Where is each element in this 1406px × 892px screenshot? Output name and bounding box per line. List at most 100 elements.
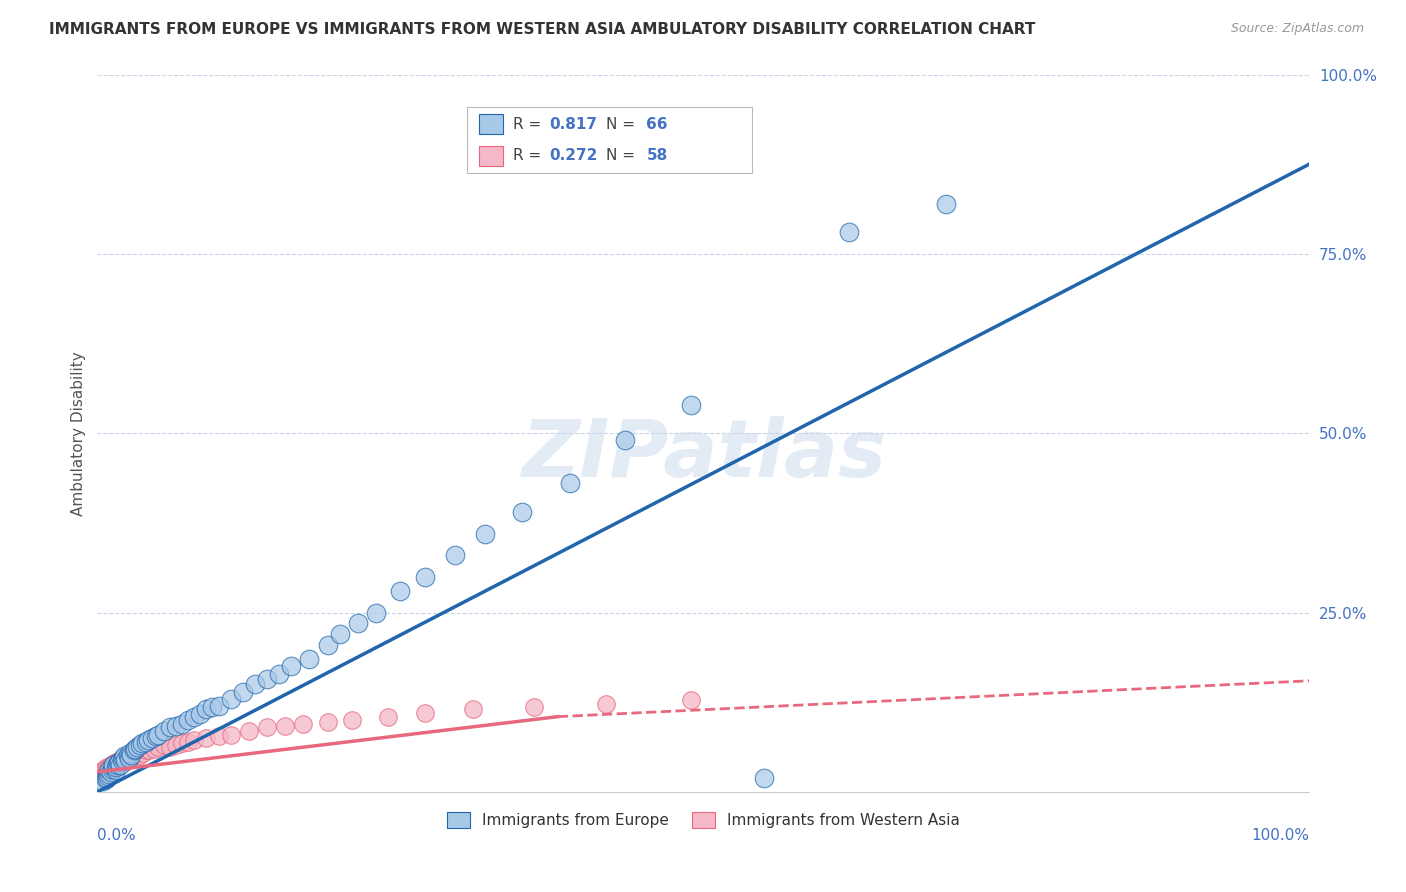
- Point: [98, 767, 121, 781]
- Point: [114, 753, 136, 767]
- Point: [165, 719, 187, 733]
- Point: [93, 764, 115, 778]
- Point: [94, 764, 117, 779]
- Point: [96, 760, 118, 774]
- Point: [111, 753, 134, 767]
- Y-axis label: Ambulatory Disability: Ambulatory Disability: [72, 351, 86, 516]
- Point: [280, 659, 302, 673]
- Text: R =: R =: [513, 117, 546, 131]
- Point: [120, 746, 142, 760]
- Point: [364, 606, 387, 620]
- Point: [138, 743, 160, 757]
- Point: [93, 774, 115, 789]
- Point: [523, 700, 546, 714]
- Text: IMMIGRANTS FROM EUROPE VS IMMIGRANTS FROM WESTERN ASIA AMBULATORY DISABILITY COR: IMMIGRANTS FROM EUROPE VS IMMIGRANTS FRO…: [49, 22, 1036, 37]
- Point: [101, 762, 124, 776]
- Point: [153, 739, 176, 753]
- Point: [177, 713, 200, 727]
- Text: N =: N =: [606, 117, 640, 131]
- Point: [298, 652, 321, 666]
- Point: [474, 526, 496, 541]
- Point: [510, 505, 533, 519]
- Point: [94, 772, 117, 786]
- Point: [117, 750, 139, 764]
- Point: [340, 713, 363, 727]
- Point: [190, 707, 212, 722]
- Point: [207, 729, 229, 743]
- Point: [107, 757, 129, 772]
- Point: [595, 698, 617, 712]
- Point: [347, 616, 370, 631]
- Point: [207, 698, 229, 713]
- Point: [104, 755, 127, 769]
- Point: [96, 764, 118, 778]
- Point: [101, 760, 124, 774]
- Point: [613, 434, 636, 448]
- Point: [413, 706, 436, 720]
- Point: [172, 736, 194, 750]
- Point: [201, 700, 224, 714]
- FancyBboxPatch shape: [479, 114, 503, 134]
- FancyBboxPatch shape: [479, 145, 503, 166]
- Point: [128, 747, 150, 762]
- Point: [101, 757, 124, 772]
- Point: [117, 747, 139, 762]
- Point: [377, 709, 399, 723]
- Point: [128, 739, 150, 753]
- Point: [125, 746, 148, 760]
- Point: [145, 729, 167, 743]
- Point: [124, 742, 146, 756]
- Point: [104, 760, 127, 774]
- Point: [256, 720, 278, 734]
- Point: [681, 693, 703, 707]
- Point: [558, 476, 581, 491]
- Point: [96, 771, 118, 785]
- Point: [146, 740, 169, 755]
- Point: [105, 757, 128, 772]
- Point: [389, 584, 412, 599]
- Point: [132, 746, 155, 760]
- Point: [752, 771, 775, 785]
- Point: [219, 728, 242, 742]
- Point: [120, 747, 142, 762]
- Text: 0.817: 0.817: [550, 117, 598, 131]
- Point: [118, 750, 141, 764]
- Point: [97, 769, 120, 783]
- Point: [172, 716, 194, 731]
- Legend: Immigrants from Europe, Immigrants from Western Asia: Immigrants from Europe, Immigrants from …: [440, 806, 966, 835]
- Point: [195, 702, 218, 716]
- Point: [146, 728, 169, 742]
- Point: [98, 764, 121, 778]
- Point: [91, 764, 114, 779]
- Text: 0.0%: 0.0%: [97, 828, 136, 843]
- Point: [110, 753, 132, 767]
- Point: [316, 638, 339, 652]
- Point: [111, 750, 134, 764]
- Point: [131, 736, 153, 750]
- Point: [97, 762, 120, 776]
- Point: [108, 755, 131, 769]
- Point: [107, 756, 129, 771]
- Text: R =: R =: [513, 148, 546, 163]
- Point: [105, 756, 128, 771]
- Point: [243, 677, 266, 691]
- Point: [110, 757, 132, 772]
- Point: [98, 764, 121, 778]
- Point: [159, 720, 181, 734]
- Point: [101, 762, 124, 776]
- Point: [118, 749, 141, 764]
- Point: [238, 724, 260, 739]
- Point: [183, 733, 205, 747]
- Point: [110, 756, 132, 771]
- Point: [122, 743, 145, 757]
- Point: [461, 702, 484, 716]
- Point: [110, 753, 132, 767]
- Point: [292, 716, 315, 731]
- Point: [681, 398, 703, 412]
- Point: [413, 570, 436, 584]
- Point: [90, 767, 112, 781]
- Text: 100.0%: 100.0%: [1251, 828, 1309, 843]
- Point: [100, 764, 122, 779]
- Text: 0.272: 0.272: [550, 148, 598, 163]
- Point: [101, 757, 124, 772]
